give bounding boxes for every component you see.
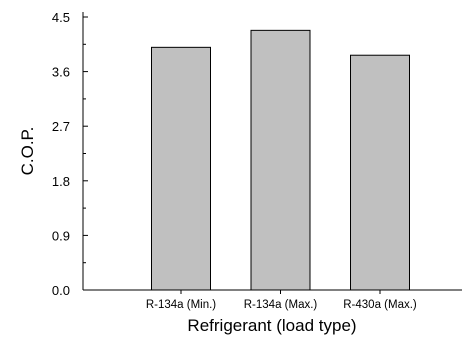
x-labels-group: R-134a (Min.) R-134a (Max.) R-430a (Max.)	[146, 290, 417, 311]
bar	[151, 46, 211, 291]
x-category-label: R-134a (Max.)	[244, 299, 318, 311]
y-axis-title: C.O.P.	[18, 127, 37, 176]
y-tick-label: 0.9	[52, 228, 70, 243]
bars-group	[151, 29, 410, 291]
x-category-label: R-134a (Min.)	[146, 299, 216, 311]
y-tick-label: 3.6	[52, 65, 70, 80]
y-tick-label: 4.5	[52, 10, 70, 25]
x-axis-title: Refrigerant (load type)	[187, 316, 356, 335]
y-tick-label: 1.8	[52, 174, 70, 189]
bar	[350, 54, 410, 291]
bar	[250, 29, 311, 291]
y-tick-label: 2.7	[52, 119, 70, 134]
y-ticks-group: 0.0 0.9 1.8 2.7 3.6 4.5	[52, 10, 88, 298]
x-category-label: R-430a (Max.)	[343, 299, 417, 311]
y-tick-label: 0.0	[52, 283, 70, 298]
axes-group	[82, 12, 462, 291]
